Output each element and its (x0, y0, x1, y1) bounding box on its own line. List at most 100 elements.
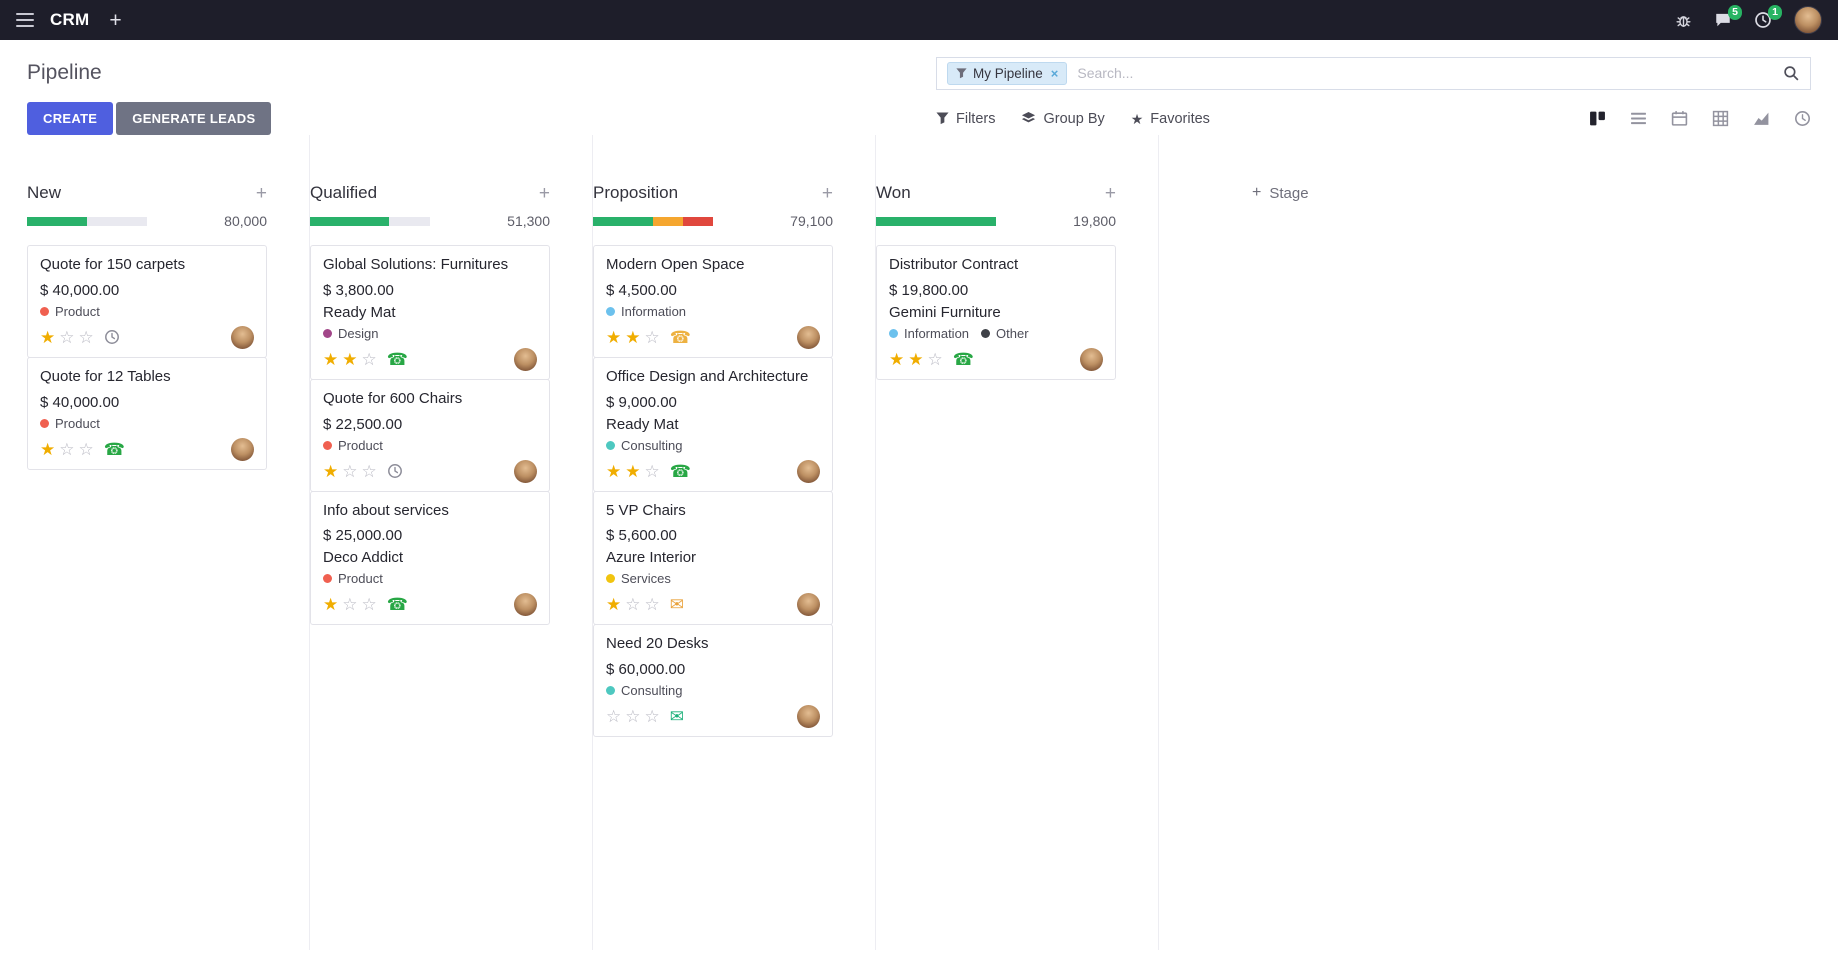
progress-segment[interactable] (653, 216, 683, 226)
view-pivot-icon[interactable] (1712, 110, 1729, 127)
priority-star-icon[interactable]: ☆ (644, 595, 660, 615)
salesperson-avatar[interactable] (514, 593, 537, 617)
priority-star-icon[interactable]: ☆ (927, 349, 943, 369)
column-progressbar[interactable] (593, 216, 713, 226)
priority-star-icon[interactable]: ☆ (342, 595, 358, 615)
activity-phone-icon[interactable]: ☎ (952, 349, 974, 369)
salesperson-avatar[interactable] (797, 705, 820, 728)
activity-phone-icon[interactable]: ☎ (669, 327, 691, 347)
activity-phone-icon[interactable]: ☎ (386, 595, 408, 615)
favorites-menu[interactable]: ★ Favorites (1131, 111, 1210, 127)
salesperson-avatar[interactable] (797, 325, 820, 349)
column-quick-create-button[interactable]: + (1104, 182, 1116, 204)
column-progressbar[interactable] (876, 216, 996, 226)
priority-star-icon[interactable]: ☆ (78, 439, 94, 459)
kanban-card[interactable]: Quote for 150 carpets $ 40,000.00 Product ★… (27, 245, 267, 358)
salesperson-avatar[interactable] (514, 459, 537, 483)
kanban-card[interactable]: Info about services $ 25,000.00 Deco Addic… (310, 490, 550, 626)
priority-star-icon[interactable]: ☆ (644, 707, 660, 726)
kanban-card[interactable]: Distributor Contract $ 19,800.00 Gemini Fu… (876, 245, 1116, 380)
search-facet[interactable]: My Pipeline × (947, 61, 1068, 85)
priority-star-icon[interactable]: ☆ (342, 461, 358, 481)
activity-phone-icon[interactable]: ☎ (386, 349, 408, 369)
priority-star-icon[interactable]: ☆ (644, 327, 660, 347)
priority-star-icon[interactable]: ★ (40, 439, 56, 459)
priority-star-icon[interactable]: ☆ (361, 461, 377, 481)
view-activity-icon[interactable] (1794, 110, 1811, 127)
priority-star-icon[interactable]: ☆ (78, 327, 94, 347)
progress-segment[interactable] (27, 216, 87, 226)
priority-star-icon[interactable]: ☆ (59, 327, 75, 347)
group-by-menu[interactable]: Group By (1021, 111, 1105, 127)
activity-phone-icon[interactable]: ☎ (669, 461, 691, 481)
priority-star-icon[interactable]: ★ (323, 461, 339, 481)
create-button[interactable]: CREATE (27, 102, 114, 135)
column-progressbar[interactable] (27, 216, 147, 226)
salesperson-avatar[interactable] (1080, 347, 1103, 371)
kanban-card[interactable]: 5 VP Chairs $ 5,600.00 Azure Interior Servi… (593, 490, 833, 626)
progress-segment[interactable] (593, 216, 653, 226)
priority-star-icon[interactable]: ☆ (361, 595, 377, 615)
column-quick-create-button[interactable]: + (821, 182, 833, 204)
kanban-card[interactable]: Quote for 12 Tables $ 40,000.00 Product ★ ☆ ☆… (27, 356, 267, 470)
priority-star-icon[interactable]: ★ (889, 349, 905, 369)
salesperson-avatar[interactable] (231, 325, 254, 349)
kanban-card[interactable]: Need 20 Desks $ 60,000.00 Consulting ☆ ☆ ☆ ✉ (593, 624, 833, 737)
tag-color-dot (981, 328, 991, 338)
view-kanban-icon[interactable] (1589, 110, 1606, 127)
priority-star-icon[interactable]: ☆ (606, 707, 622, 726)
priority-star-icon[interactable]: ★ (908, 349, 924, 369)
activity-clock-icon[interactable] (387, 463, 403, 479)
priority-star-icon[interactable]: ★ (625, 461, 641, 481)
activity-clock-icon[interactable] (104, 329, 120, 345)
app-name[interactable]: CRM (50, 10, 90, 29)
priority-star-icon[interactable]: ★ (625, 327, 641, 347)
debug-bug-icon[interactable] (1675, 12, 1692, 29)
search-icon[interactable] (1783, 65, 1800, 82)
progress-segment[interactable] (876, 216, 996, 226)
priority-star-icon[interactable]: ★ (606, 461, 622, 481)
priority-star-icon[interactable]: ★ (606, 595, 622, 615)
salesperson-avatar[interactable] (514, 347, 537, 371)
salesperson-avatar[interactable] (797, 459, 820, 483)
progress-segment[interactable] (683, 216, 713, 226)
user-avatar[interactable] (1794, 6, 1822, 34)
activity-phone-icon[interactable]: ☎ (103, 439, 125, 459)
kanban-card[interactable]: Office Design and Architecture $ 9,000.00… (593, 356, 833, 492)
priority-star-icon[interactable]: ☆ (59, 439, 75, 459)
column-quick-create-button[interactable]: + (538, 182, 550, 204)
salesperson-avatar[interactable] (231, 437, 254, 461)
add-menu-button[interactable]: + (109, 8, 122, 32)
priority-star-icon[interactable]: ★ (323, 595, 339, 615)
facet-remove-icon[interactable]: × (1050, 65, 1059, 81)
kanban-card[interactable]: Quote for 600 Chairs $ 22,500.00 Product ★ ☆… (310, 378, 550, 492)
column-quick-create-button[interactable]: + (255, 182, 267, 204)
column-progressbar[interactable] (310, 216, 430, 226)
priority-star-icon[interactable]: ☆ (625, 707, 641, 726)
priority-star-icon[interactable]: ☆ (361, 349, 377, 369)
priority-star-icon[interactable]: ★ (323, 349, 339, 369)
view-calendar-icon[interactable] (1671, 110, 1688, 127)
messages-icon[interactable]: 5 (1714, 5, 1742, 29)
search-input[interactable] (1075, 64, 1775, 82)
view-graph-icon[interactable] (1753, 110, 1770, 127)
priority-star-icon[interactable]: ☆ (644, 461, 660, 481)
activity-mail-icon[interactable]: ✉ (669, 707, 684, 726)
kanban-card[interactable]: Modern Open Space $ 4,500.00 Information ★ ★… (593, 245, 833, 358)
progress-segment[interactable] (310, 216, 390, 226)
search-bar[interactable]: My Pipeline × (936, 56, 1811, 90)
priority-star-icon[interactable]: ★ (606, 327, 622, 347)
add-stage-button[interactable]: + Stage (1252, 135, 1309, 205)
priority-star-icon[interactable]: ★ (40, 327, 56, 347)
apps-menu-icon[interactable] (16, 13, 34, 27)
priority-star-icon[interactable]: ☆ (625, 595, 641, 615)
filters-menu[interactable]: Filters (936, 111, 995, 127)
kanban-card[interactable]: Global Solutions: Furnitures $ 3,800.00 Re… (310, 245, 550, 380)
activities-icon[interactable]: 1 (1754, 5, 1782, 29)
activity-mail-icon[interactable]: ✉ (669, 595, 684, 615)
view-list-icon[interactable] (1630, 110, 1647, 127)
card-title: Quote for 150 carpets (40, 256, 186, 273)
priority-star-icon[interactable]: ★ (342, 349, 358, 369)
generate-leads-button[interactable]: GENERATE LEADS (116, 102, 272, 135)
salesperson-avatar[interactable] (797, 593, 820, 617)
